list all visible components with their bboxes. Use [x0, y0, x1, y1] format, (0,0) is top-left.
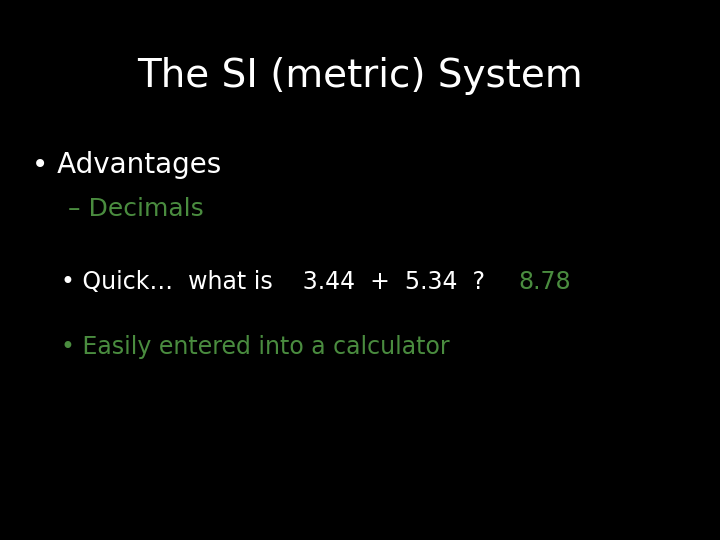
Text: • Easily entered into a calculator: • Easily entered into a calculator: [61, 335, 450, 359]
Text: • Quick…  what is    3.44  +  5.34  ?: • Quick… what is 3.44 + 5.34 ?: [61, 270, 485, 294]
Text: – Decimals: – Decimals: [68, 197, 204, 221]
Text: The SI (metric) System: The SI (metric) System: [138, 57, 582, 94]
Text: • Advantages: • Advantages: [32, 151, 222, 179]
Text: 8.78: 8.78: [518, 270, 571, 294]
